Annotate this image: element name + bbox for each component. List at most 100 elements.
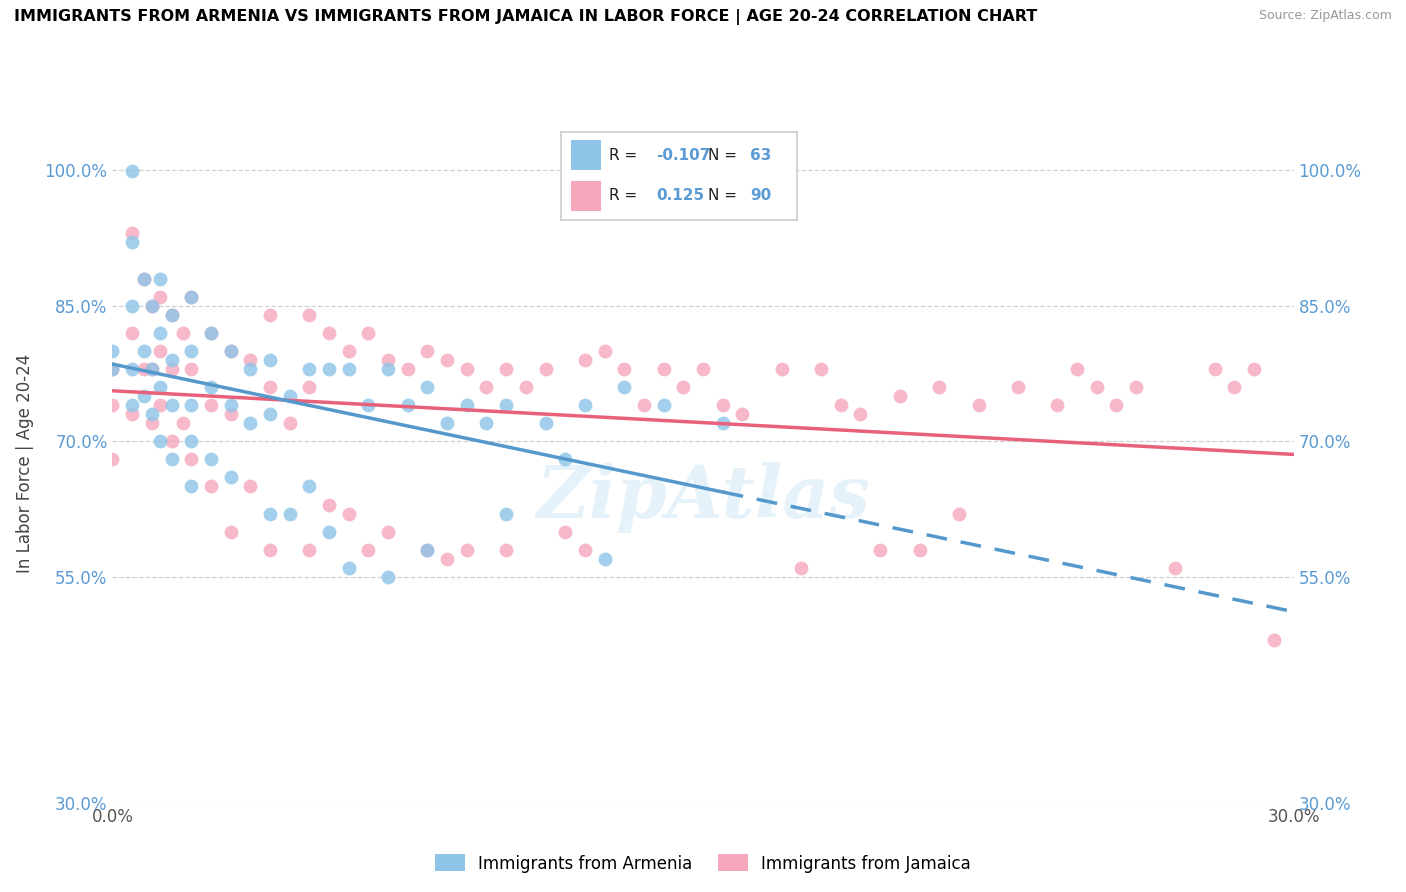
Point xyxy=(652,362,675,376)
Point xyxy=(298,380,321,394)
Point xyxy=(121,227,143,241)
Point xyxy=(298,479,321,493)
Point xyxy=(574,398,596,412)
Point xyxy=(318,326,340,340)
Point xyxy=(180,290,202,304)
Point xyxy=(149,290,172,304)
Point xyxy=(180,398,202,412)
Point xyxy=(141,416,163,430)
Text: N =: N = xyxy=(707,148,741,163)
Point xyxy=(172,326,194,340)
Point xyxy=(149,434,172,449)
Point xyxy=(219,524,242,539)
Point xyxy=(652,398,675,412)
Text: ZipAtlas: ZipAtlas xyxy=(536,462,870,533)
Text: 90: 90 xyxy=(751,188,772,203)
Point xyxy=(298,542,321,557)
Point xyxy=(711,398,734,412)
Text: 0.125: 0.125 xyxy=(655,188,704,203)
Point xyxy=(416,542,439,557)
Point xyxy=(456,398,478,412)
Point xyxy=(172,416,194,430)
Point xyxy=(219,407,242,421)
Point xyxy=(200,380,222,394)
Point xyxy=(475,380,498,394)
Point xyxy=(1046,398,1069,412)
Point xyxy=(180,343,202,358)
Point xyxy=(219,470,242,484)
Point xyxy=(132,271,155,285)
Point xyxy=(141,407,163,421)
Point xyxy=(180,452,202,467)
Point xyxy=(101,362,124,376)
Point xyxy=(574,542,596,557)
Legend: Immigrants from Armenia, Immigrants from Jamaica: Immigrants from Armenia, Immigrants from… xyxy=(429,847,977,880)
Point xyxy=(278,507,301,521)
Point xyxy=(180,434,202,449)
Point xyxy=(869,542,891,557)
Point xyxy=(278,389,301,403)
Text: N =: N = xyxy=(707,188,741,203)
Point xyxy=(141,362,163,376)
Point xyxy=(121,326,143,340)
Text: -0.107: -0.107 xyxy=(655,148,710,163)
Point xyxy=(239,362,262,376)
Point xyxy=(160,452,183,467)
Point xyxy=(160,308,183,322)
Point xyxy=(377,352,399,367)
Point xyxy=(889,389,911,403)
Point xyxy=(1223,380,1246,394)
Point xyxy=(849,407,872,421)
Point xyxy=(436,551,458,566)
Point xyxy=(495,542,517,557)
Point xyxy=(259,352,281,367)
Point xyxy=(239,416,262,430)
Point xyxy=(239,479,262,493)
Point xyxy=(593,551,616,566)
Point xyxy=(160,398,183,412)
Point xyxy=(633,398,655,412)
Point xyxy=(416,343,439,358)
Point xyxy=(908,542,931,557)
Point xyxy=(416,542,439,557)
Point xyxy=(180,479,202,493)
Point xyxy=(318,362,340,376)
Point xyxy=(180,362,202,376)
Point xyxy=(337,507,360,521)
Point xyxy=(219,343,242,358)
Point xyxy=(101,398,124,412)
Point xyxy=(1125,380,1147,394)
Point xyxy=(200,398,222,412)
Point xyxy=(554,452,576,467)
Point xyxy=(337,362,360,376)
Point xyxy=(149,326,172,340)
Point xyxy=(180,290,202,304)
Point xyxy=(200,452,222,467)
Point xyxy=(101,452,124,467)
Point xyxy=(318,498,340,512)
Point xyxy=(574,352,596,367)
Point xyxy=(1105,398,1128,412)
Point xyxy=(259,507,281,521)
Point xyxy=(810,362,832,376)
Point xyxy=(456,362,478,376)
Point xyxy=(132,271,155,285)
Point xyxy=(132,362,155,376)
Point xyxy=(357,542,380,557)
Point xyxy=(534,362,557,376)
Point xyxy=(711,416,734,430)
Point xyxy=(149,398,172,412)
Point xyxy=(200,326,222,340)
Point xyxy=(554,524,576,539)
Point xyxy=(141,299,163,313)
Text: 63: 63 xyxy=(751,148,772,163)
Point xyxy=(121,164,143,178)
Text: R =: R = xyxy=(609,148,641,163)
Text: IMMIGRANTS FROM ARMENIA VS IMMIGRANTS FROM JAMAICA IN LABOR FORCE | AGE 20-24 CO: IMMIGRANTS FROM ARMENIA VS IMMIGRANTS FR… xyxy=(14,9,1038,25)
Point xyxy=(593,343,616,358)
Point xyxy=(1263,633,1285,648)
Point xyxy=(672,380,695,394)
Y-axis label: In Labor Force | Age 20-24: In Labor Force | Age 20-24 xyxy=(15,354,34,574)
Point xyxy=(160,352,183,367)
Point xyxy=(436,416,458,430)
